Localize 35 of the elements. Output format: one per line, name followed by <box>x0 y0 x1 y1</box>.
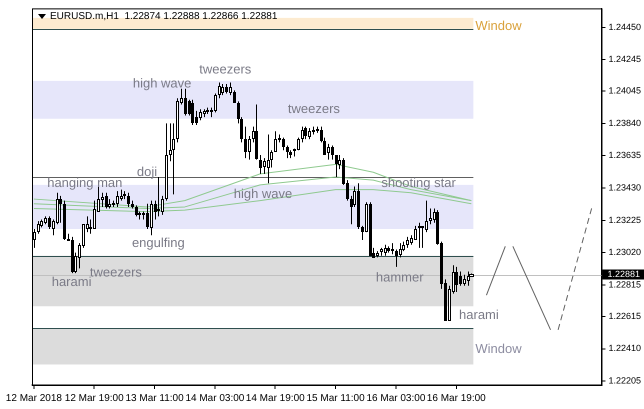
annotation: high wave <box>132 76 192 91</box>
y-tick-label: 1.24245 <box>608 54 642 64</box>
x-tick-label: 14 Mar 19:00 <box>246 392 306 404</box>
x-tick-label: 13 Mar 11:00 <box>125 392 184 404</box>
y-tick-label: 1.24450 <box>608 22 642 32</box>
annotation: harami <box>52 274 92 290</box>
y-tick-label: 1.22205 <box>608 376 642 386</box>
band-label: Window <box>475 18 522 33</box>
y-tick-label: 1.24045 <box>608 86 642 96</box>
ref-line-label: 1.22881 <box>607 269 640 280</box>
y-tick-label: 1.22410 <box>608 343 642 354</box>
annotation: doji <box>136 164 158 179</box>
annotation: high wave <box>234 186 292 201</box>
annotation: hanging man <box>47 174 122 190</box>
x-tick-label: 16 Mar 19:00 <box>426 392 486 404</box>
y-tick-label: 1.23635 <box>608 150 642 160</box>
y-tick-label: 1.23840 <box>608 118 642 128</box>
chart-title: EURUSD.m,H1 1.22874 1.22888 1.22866 1.22881 <box>50 11 278 22</box>
annotation: engulfing <box>132 234 185 250</box>
x-tick-label: 15 Mar 11:00 <box>306 392 366 404</box>
annotation: harami <box>459 307 499 322</box>
annotation: tweezers <box>90 264 142 280</box>
annotation: tweezers <box>288 100 340 116</box>
annotation: hammer <box>376 269 424 284</box>
x-tick-label: 12 Mar 2018 <box>6 392 62 404</box>
y-tick-label: 1.22815 <box>608 279 642 290</box>
y-tick-label: 1.22615 <box>608 310 642 321</box>
x-tick-label: 12 Mar 19:00 <box>64 392 124 404</box>
y-tick-label: 1.23225 <box>608 214 642 225</box>
annotation: tweezers <box>199 61 252 76</box>
y-tick-label: 1.23430 <box>608 182 642 193</box>
x-tick-label: 16 Mar 03:00 <box>366 392 426 404</box>
x-tick-label: 14 Mar 03:00 <box>185 392 245 404</box>
band-label: Window <box>475 340 522 356</box>
y-tick-label: 1.23020 <box>608 247 642 258</box>
